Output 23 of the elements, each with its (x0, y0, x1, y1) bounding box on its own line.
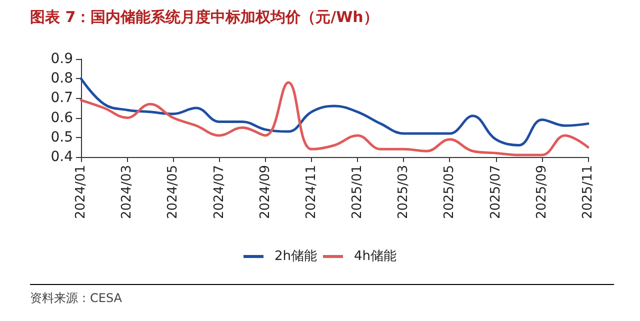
x-tick-label: 2024/07 (212, 165, 227, 220)
legend-label: 4h储能 (354, 249, 397, 264)
x-tick-label: 2024/09 (258, 165, 273, 220)
x-tick-label: 2025/07 (488, 165, 504, 220)
x-tick-label: 2025/11 (580, 165, 596, 220)
legend-label: 2h储能 (274, 249, 318, 264)
y-tick-label: 0.8 (50, 70, 73, 87)
x-tick-label: 2024/11 (304, 165, 319, 220)
x-tick-label: 2024/01 (74, 165, 88, 220)
x-tick-label: 2024/05 (166, 165, 181, 220)
text: 资料来源：CESA (30, 284, 614, 307)
y-tick-label: 0.5 (50, 129, 73, 146)
chart-title: 图表 7：国内储能系统月度中标加权均价（元/Wh） (30, 8, 378, 27)
y-tick-label: 0.7 (50, 90, 73, 106)
y-tick-label: 0.4 (50, 149, 74, 165)
x-tick-label: 2024/03 (120, 165, 135, 220)
line-series (80, 77, 590, 146)
x-tick-label: 2025/01 (350, 165, 366, 220)
y-tick-label: 0.6 (50, 110, 74, 126)
x-tick-label: 2025/09 (534, 165, 550, 220)
x-tick-label: 2025/03 (396, 165, 412, 220)
x-tick-label: 2025/05 (442, 165, 458, 220)
y-tick-label: 0.9 (50, 51, 73, 67)
